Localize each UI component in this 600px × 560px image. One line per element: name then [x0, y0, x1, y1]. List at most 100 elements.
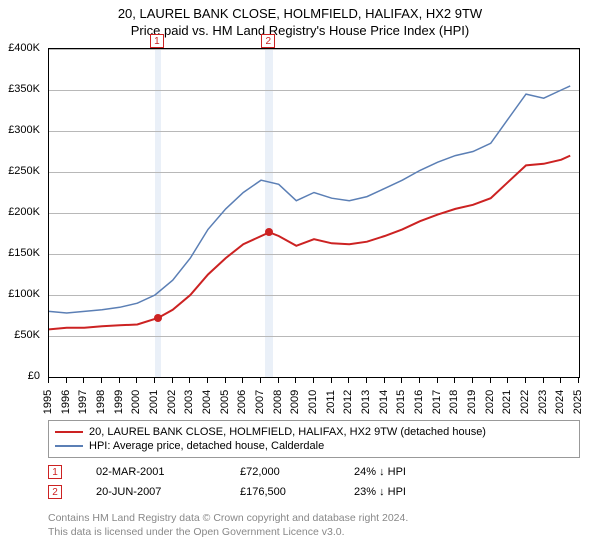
x-tick: [83, 378, 84, 383]
x-axis-label: 2009: [289, 390, 301, 414]
x-tick: [401, 378, 402, 383]
x-axis-label: 2017: [431, 390, 443, 414]
legend-swatch: [55, 445, 83, 447]
x-axis-label: 2021: [501, 390, 513, 414]
sale-marker-dot: [154, 314, 162, 322]
x-axis-label: 2007: [254, 390, 266, 414]
legend-label: 20, LAUREL BANK CLOSE, HOLMFIELD, HALIFA…: [89, 426, 486, 438]
x-axis-label: 2012: [342, 390, 354, 414]
x-axis-label: 2011: [325, 390, 337, 414]
x-tick: [437, 378, 438, 383]
x-tick: [454, 378, 455, 383]
line-layer: [49, 49, 579, 377]
x-tick: [48, 378, 49, 383]
x-axis-label: 2019: [466, 390, 478, 414]
x-tick: [207, 378, 208, 383]
x-tick: [419, 378, 420, 383]
x-axis-label: 2024: [554, 390, 566, 414]
chart-area: £0£50K£100K£150K£200K£250K£300K£350K£400…: [48, 48, 580, 378]
x-tick: [66, 378, 67, 383]
x-tick: [242, 378, 243, 383]
x-tick: [490, 378, 491, 383]
x-axis-label: 2002: [166, 390, 178, 414]
sale-price: £72,000: [240, 466, 330, 478]
sale-delta: 23% ↓ HPI: [354, 486, 406, 498]
y-axis-label: £350K: [8, 83, 40, 95]
legend-item: 20, LAUREL BANK CLOSE, HOLMFIELD, HALIFA…: [55, 425, 573, 439]
x-tick: [278, 378, 279, 383]
sale-delta: 24% ↓ HPI: [354, 466, 406, 478]
x-tick: [543, 378, 544, 383]
x-tick: [331, 378, 332, 383]
x-tick: [295, 378, 296, 383]
x-tick: [154, 378, 155, 383]
y-axis-label: £200K: [8, 206, 40, 218]
x-axis-label: 2006: [236, 390, 248, 414]
y-axis-label: £100K: [8, 288, 40, 300]
x-axis-label: 1995: [42, 390, 54, 414]
x-axis-label: 1996: [60, 390, 72, 414]
x-axis-label: 2000: [130, 390, 142, 414]
x-tick: [172, 378, 173, 383]
chart-title: 20, LAUREL BANK CLOSE, HOLMFIELD, HALIFA…: [0, 0, 600, 23]
x-axis-label: 2003: [183, 390, 195, 414]
x-axis-label: 2020: [484, 390, 496, 414]
x-tick: [136, 378, 137, 383]
x-axis-label: 2018: [448, 390, 460, 414]
sale-date: 20-JUN-2007: [96, 486, 216, 498]
x-axis-label: 2013: [360, 390, 372, 414]
x-axis-label: 2001: [148, 390, 160, 414]
x-tick: [260, 378, 261, 383]
sales-block: 1 02-MAR-2001 £72,000 24% ↓ HPI 2 20-JUN-2007…: [48, 462, 580, 502]
legend-item: HPI: Average price, detached house, Cald…: [55, 439, 573, 453]
x-tick: [101, 378, 102, 383]
legend-label: HPI: Average price, detached house, Cald…: [89, 440, 324, 452]
footer-line-2: This data is licensed under the Open Gov…: [48, 526, 580, 540]
y-axis-label: £300K: [8, 124, 40, 136]
x-tick: [348, 378, 349, 383]
x-axis-label: 1997: [77, 390, 89, 414]
x-tick: [525, 378, 526, 383]
x-tick: [507, 378, 508, 383]
plot-region: [48, 48, 580, 378]
sale-row: 1 02-MAR-2001 £72,000 24% ↓ HPI: [48, 462, 580, 482]
sale-date: 02-MAR-2001: [96, 466, 216, 478]
x-tick: [225, 378, 226, 383]
x-axis-label: 2025: [572, 390, 584, 414]
sale-marker-box: 2: [261, 34, 275, 48]
legend: 20, LAUREL BANK CLOSE, HOLMFIELD, HALIFA…: [48, 420, 580, 458]
x-axis-label: 2008: [272, 390, 284, 414]
x-axis-label: 2022: [519, 390, 531, 414]
x-tick: [384, 378, 385, 383]
sale-marker-box: 1: [150, 34, 164, 48]
x-tick: [313, 378, 314, 383]
y-axis-label: £150K: [8, 247, 40, 259]
x-tick: [472, 378, 473, 383]
x-tick: [189, 378, 190, 383]
x-tick: [119, 378, 120, 383]
x-axis-label: 2005: [219, 390, 231, 414]
x-axis-label: 2015: [395, 390, 407, 414]
legend-swatch: [55, 431, 83, 433]
y-axis-label: £250K: [8, 165, 40, 177]
x-axis-label: 2016: [413, 390, 425, 414]
x-tick: [366, 378, 367, 383]
chart-container: 20, LAUREL BANK CLOSE, HOLMFIELD, HALIFA…: [0, 0, 600, 560]
series-property: [49, 156, 570, 330]
chart-subtitle: Price paid vs. HM Land Registry's House …: [0, 23, 600, 42]
series-hpi: [49, 86, 570, 313]
footer: Contains HM Land Registry data © Crown c…: [48, 512, 580, 539]
sale-row-marker: 1: [48, 465, 62, 479]
x-tick: [578, 378, 579, 383]
x-tick: [560, 378, 561, 383]
x-axis-label: 2014: [378, 390, 390, 414]
x-axis-label: 2010: [307, 390, 319, 414]
x-axis-label: 1999: [113, 390, 125, 414]
sale-row: 2 20-JUN-2007 £176,500 23% ↓ HPI: [48, 482, 580, 502]
y-axis-label: £50K: [14, 329, 40, 341]
footer-line-1: Contains HM Land Registry data © Crown c…: [48, 512, 580, 526]
sale-price: £176,500: [240, 486, 330, 498]
y-axis-label: £400K: [8, 42, 40, 54]
sale-row-marker: 2: [48, 485, 62, 499]
x-axis-label: 2004: [201, 390, 213, 414]
